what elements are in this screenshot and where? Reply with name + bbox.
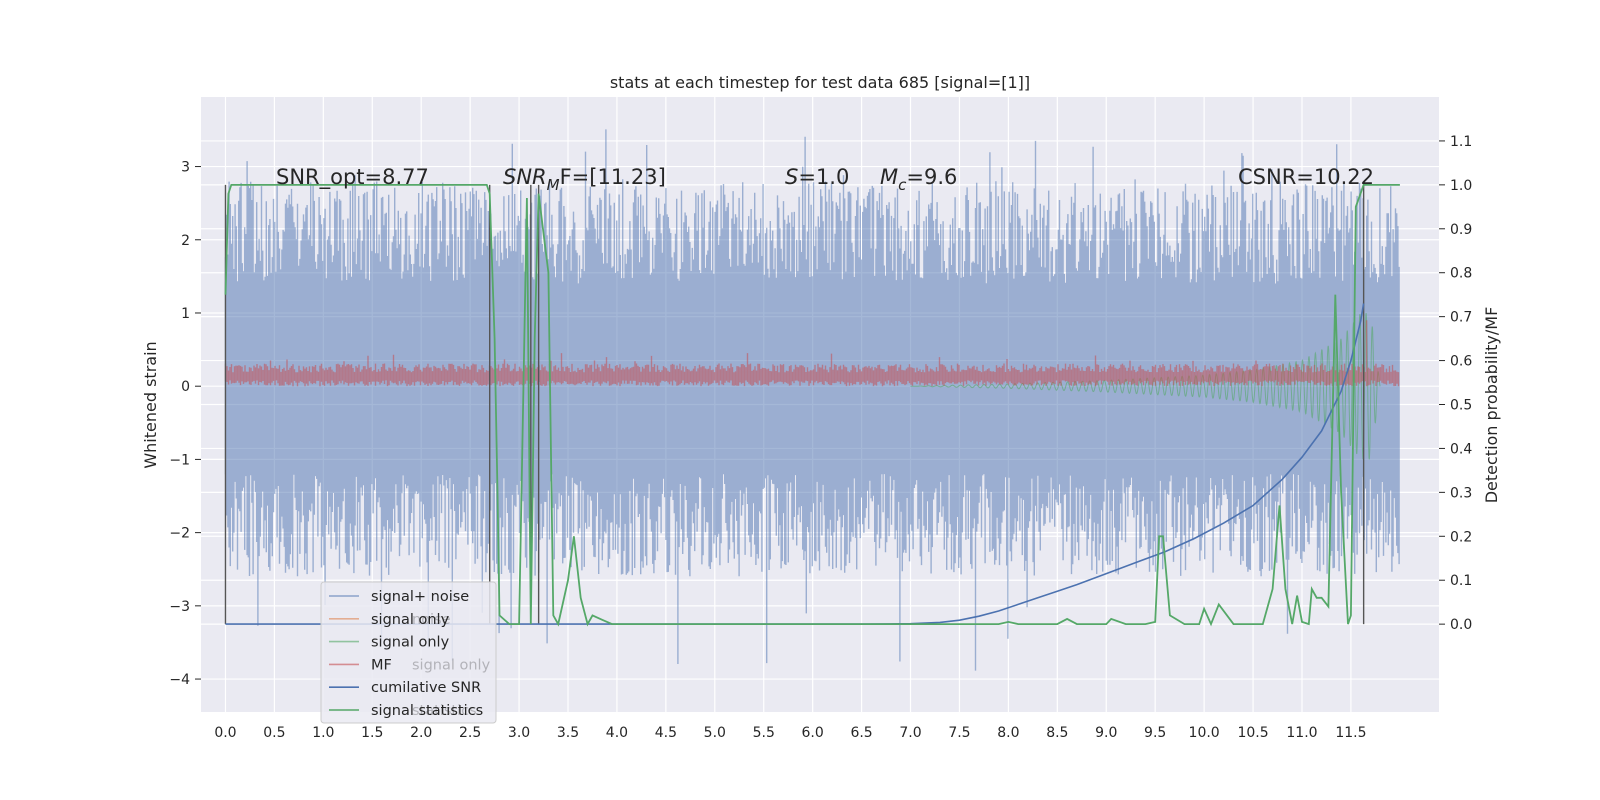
chirp-waveform [910,312,1381,460]
y-axis-label: Whitened strain [141,341,160,468]
y2-tick-label: 0.0 [1450,617,1472,633]
legend-label: cumilative SNR [371,680,481,696]
y-tick-label: −3 [169,599,190,615]
legend-label: signal only [371,635,450,651]
annotation-mc-var: M [880,165,898,189]
x-tick-label: 10.5 [1237,725,1268,741]
x-tick-label: 11.0 [1286,725,1317,741]
y-tick-label: 3 [181,160,190,176]
y-tick-label: 2 [181,233,190,249]
annotation-s: S=1.0 [785,165,849,189]
legend-label: signal statistics [371,703,483,719]
annotation-snr-opt: SNR_opt=8.77 [276,165,429,190]
series-cumilative-snr [225,303,1365,625]
x-tick-label: 10.0 [1189,725,1220,741]
y2-tick-label: 1.1 [1450,134,1472,150]
y2-tick-label: 0.1 [1450,573,1472,589]
x-tick-label: 5.0 [704,725,726,741]
annotation-mc-val: =9.6 [906,165,957,189]
legend-box [320,581,497,724]
x-tick-label: 11.5 [1335,725,1366,741]
y-tick-label: 1 [181,306,190,322]
y2-tick-label: 0.8 [1450,266,1472,282]
y-axis-ticks: 3 2 1 0 −1 −2 −3 −4 [169,160,201,688]
legend-ghost-text: signal only [412,657,491,673]
x-tick-label: 6.5 [850,725,872,741]
y-tick-label: −1 [169,452,190,468]
legend-label: signal only [371,612,450,628]
x-tick-label: 0.5 [263,725,285,741]
series-signal-statistics [224,184,1400,627]
x-tick-label: 4.5 [655,725,677,741]
y2-tick-label: 0.3 [1450,485,1472,501]
x-axis-ticks: 0.0 0.5 1.0 1.5 2.0 2.5 3.0 3.5 4.0 4.5 5.0 5.5 6.0 6… [214,725,1366,741]
annotation-snr-mf-main: SNR [503,165,547,189]
y2-axis-label: Detection probability/MF [1482,307,1501,504]
x-tick-label: 9.5 [1144,725,1166,741]
y2-tick-label: 0.2 [1450,529,1472,545]
x-tick-label: 8.0 [997,725,1019,741]
x-tick-label: 6.0 [802,725,824,741]
annotation-mc: Mc=9.6 [880,165,957,194]
x-tick-label: 3.5 [557,725,579,741]
x-tick-label: 3.0 [508,725,530,741]
y-tick-label: −4 [169,672,190,688]
legend-label: signal+ noise [371,589,469,605]
x-tick-label: 7.0 [899,725,921,741]
y2-tick-label: 1.0 [1450,178,1472,194]
x-tick-label: 1.0 [312,725,334,741]
annotation-s-var: S [785,165,798,189]
y-tick-label: 0 [181,379,190,395]
annotation-snr-mf-rest: F=[11.23] [560,165,666,189]
y2-tick-label: 0.6 [1450,354,1472,370]
x-tick-label: 2.5 [459,725,481,741]
x-tick-label: 5.5 [753,725,775,741]
y2-tick-label: 0.5 [1450,398,1472,414]
y2-tick-label: 0.4 [1450,441,1472,457]
x-tick-label: 0.0 [214,725,236,741]
annotation-mc-sub: c [898,176,907,194]
y2-tick-label: 0.7 [1450,310,1472,326]
annotation-s-val: =1.0 [798,165,849,189]
x-tick-label: 7.5 [948,725,970,741]
annotation-csnr: CSNR=10.22 [1238,165,1374,189]
x-tick-label: 4.0 [606,725,628,741]
chart-title: stats at each timestep for test data 685… [610,73,1030,92]
annotation-snr-mf-sub: M [547,176,560,194]
x-tick-label: 8.5 [1046,725,1068,741]
legend-ghost-text: noise [412,612,451,628]
y2-axis-ticks: 1.1 1.0 0.9 0.8 0.7 0.6 0.5 0.4 0.3 0.2 0.1 0.0 [1439,134,1472,633]
x-tick-label: 1.5 [361,725,383,741]
y2-tick-label: 0.9 [1450,222,1472,238]
y-tick-label: −2 [169,526,190,542]
legend-label: MF [371,657,392,673]
legend-ghost-text: statistics [412,703,477,719]
x-tick-label: 2.0 [410,725,432,741]
x-tick-label: 9.0 [1095,725,1117,741]
annotation-snr-mf: SNRMF=[11.23] [503,165,666,194]
series-signal-only [910,312,1381,460]
